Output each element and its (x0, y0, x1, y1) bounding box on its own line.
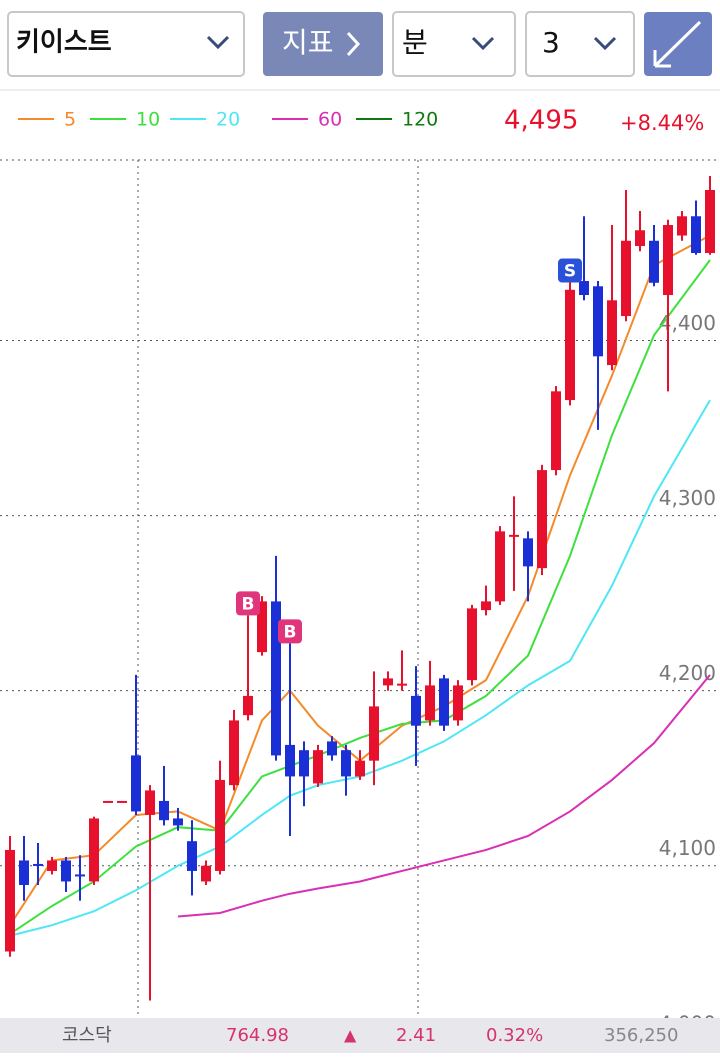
period-value-dropdown[interactable]: 3 (525, 11, 635, 77)
change-rate: +8.44% (620, 111, 704, 135)
volume: 356,250 (604, 1025, 678, 1046)
period-unit-dropdown[interactable]: 분 (392, 11, 516, 77)
y-tick-label: 4,300 (659, 486, 716, 510)
candle-body (103, 800, 113, 803)
candle-body (425, 685, 435, 721)
signal-label: B (284, 622, 297, 642)
candle-body (383, 678, 393, 686)
candle-body (201, 865, 211, 882)
legend-label: 10 (136, 109, 160, 131)
y-tick-label: 4,100 (659, 836, 716, 860)
legend-label: 20 (216, 109, 240, 131)
candle-body (299, 750, 309, 777)
candle-body (705, 190, 715, 254)
candle-body (397, 683, 407, 686)
candle-body (411, 695, 421, 726)
indicator-button[interactable]: 지표 (263, 12, 383, 76)
candle-body (75, 874, 85, 877)
legend-label: 60 (318, 109, 342, 131)
candle-body (551, 391, 561, 471)
candle-body (523, 538, 533, 567)
legend-label: 120 (402, 109, 438, 131)
y-tick-label: 4,200 (659, 661, 716, 685)
candle-body (537, 470, 547, 569)
status-bar: 코스닥 764.98 ▲ 2.41 0.32% 356,250 (0, 1018, 720, 1053)
candle-body (5, 849, 15, 952)
market-name: 코스닥 (62, 1025, 112, 1046)
candle-body (565, 289, 575, 401)
y-tick-label: 4,000 (659, 1011, 716, 1035)
signal-label: S (564, 262, 576, 282)
candle-body (579, 281, 589, 296)
stock-name: 키이스트 (16, 28, 112, 58)
trade-signal: B (236, 591, 260, 616)
candle-body (229, 720, 239, 786)
candle-body (369, 706, 379, 761)
candle-body (285, 744, 295, 777)
candle-body (33, 863, 43, 866)
candle-body (481, 601, 491, 611)
candle-body (593, 286, 603, 357)
candle-body (187, 841, 197, 871)
candle-body (173, 818, 183, 826)
period-unit: 분 (402, 26, 428, 59)
trade-signal: B (278, 619, 302, 644)
candle-body (271, 601, 281, 756)
legend-label: 5 (64, 109, 76, 131)
candle-body (131, 755, 141, 812)
candle-body (257, 601, 267, 653)
candle-body (691, 216, 701, 254)
candle-body (453, 685, 463, 721)
trade-signal: S (558, 258, 582, 283)
candle-body (19, 860, 29, 885)
candle-body (89, 818, 99, 882)
moving-average-line (9, 259, 711, 935)
expand-button[interactable] (644, 12, 712, 76)
candle-body (635, 230, 645, 247)
up-arrow: ▲ (344, 1026, 357, 1045)
moving-average-line (9, 234, 711, 926)
candle-body (467, 608, 477, 681)
signal-badge (558, 258, 582, 283)
moving-average-line (177, 674, 711, 918)
candle-body (509, 534, 519, 537)
candle-body (313, 750, 323, 784)
candle-body (159, 800, 169, 821)
candle-body (341, 750, 351, 777)
candle-body (649, 240, 659, 283)
stock-dropdown[interactable]: 키이스트 (7, 11, 245, 77)
signal-badge (278, 619, 302, 644)
index-change-pct: 0.32% (486, 1025, 543, 1046)
candle-body (145, 790, 155, 815)
candle-body (215, 779, 225, 871)
candle-body (243, 695, 253, 716)
candle-body (61, 860, 71, 882)
candle-body (677, 216, 687, 236)
candle-body (495, 531, 505, 602)
market-index: 764.98 (226, 1025, 289, 1046)
candle-body (663, 225, 673, 296)
candle-body (439, 678, 449, 726)
candle-body (355, 760, 365, 777)
legend: 5 10 20 60 120 (18, 109, 438, 131)
candle-body (47, 860, 57, 871)
current-price: 4,495 (504, 106, 578, 136)
candle-body (327, 741, 337, 756)
period-value: 3 (542, 26, 560, 59)
signal-badge (236, 591, 260, 616)
index-change: 2.41 (396, 1025, 436, 1046)
moving-average-line (9, 399, 711, 937)
signal-label: B (242, 594, 255, 614)
indicator-label: 지표 (282, 26, 334, 59)
candle-body (117, 800, 127, 803)
candle-body (607, 300, 617, 366)
candle-body (621, 240, 631, 317)
